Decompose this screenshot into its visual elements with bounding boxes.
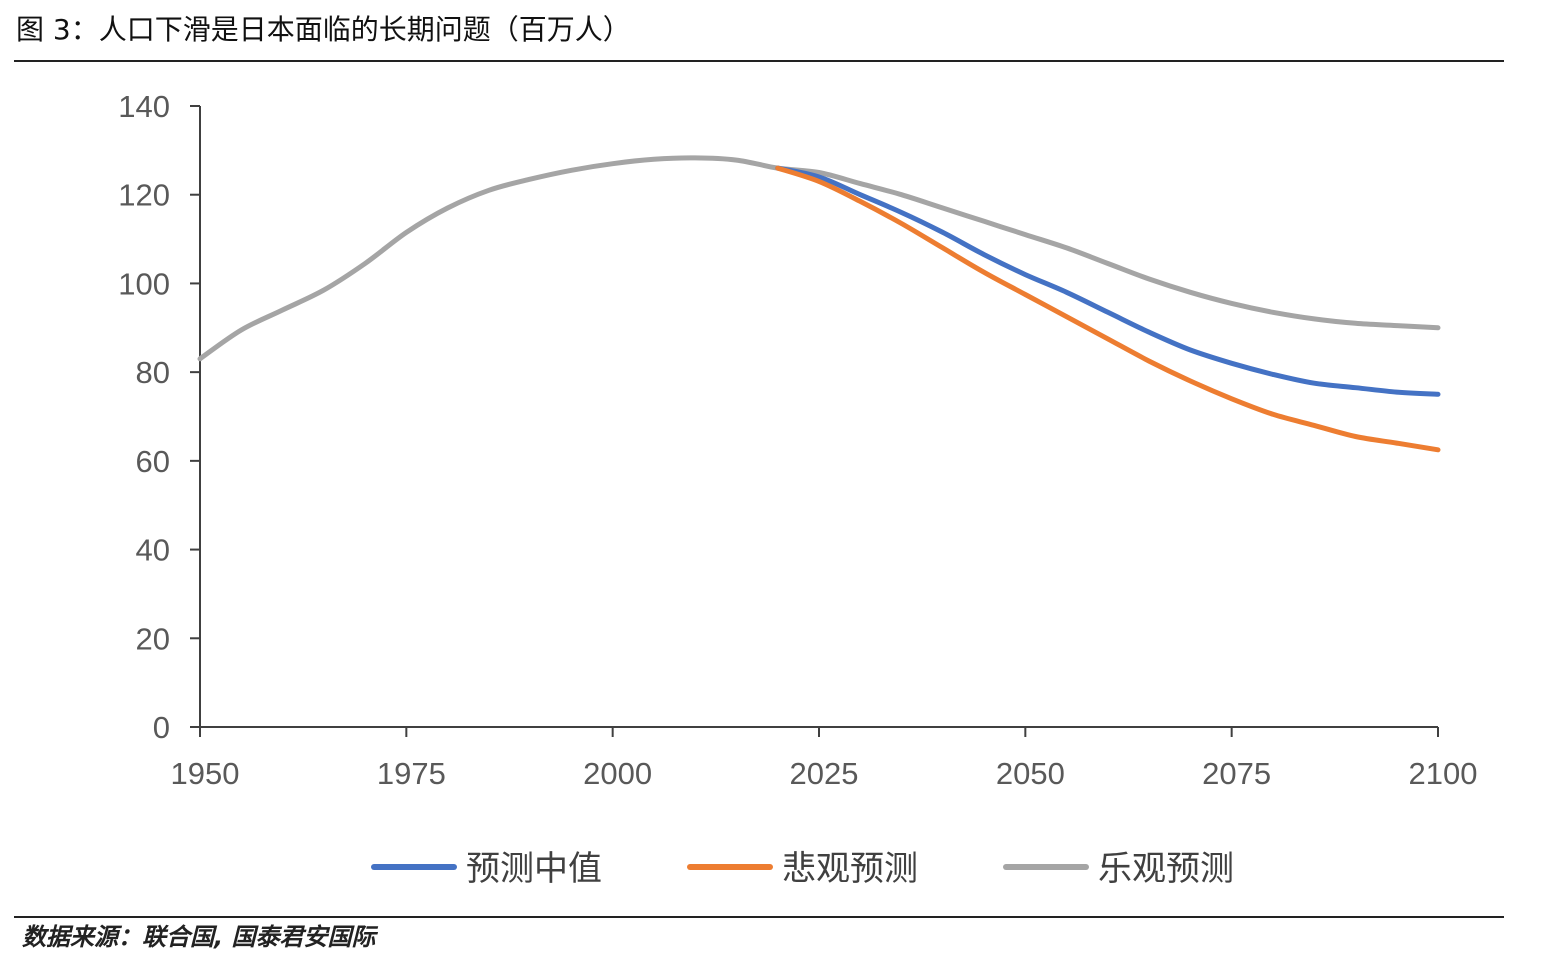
series-line-pessimistic	[775, 165, 1441, 453]
legend-label: 悲观预测	[782, 849, 918, 889]
legend-item-optimistic: 乐观预测	[1003, 849, 1234, 889]
series-lines	[197, 155, 1441, 453]
y-tick-label: 100	[118, 266, 170, 301]
y-tick-label: 20	[136, 621, 170, 656]
legend-label: 预测中值	[466, 849, 602, 889]
x-tick-label: 2100	[1409, 756, 1478, 791]
series-line-optimistic	[197, 155, 1441, 362]
bottom-rule	[14, 916, 1504, 918]
y-tick-label: 40	[136, 533, 170, 568]
x-tick-label: 1975	[377, 756, 446, 791]
figure-title: 图 3：人口下滑是日本面临的长期问题（百万人）	[16, 13, 631, 46]
x-tick-label: 2000	[583, 756, 652, 791]
legend-label: 乐观预测	[1098, 849, 1234, 889]
y-tick-label: 140	[118, 89, 170, 124]
x-tick-label: 1950	[171, 756, 240, 791]
legend-item-pessimistic: 悲观预测	[687, 849, 918, 889]
series-line-median	[775, 165, 1441, 397]
y-tick-label: 60	[136, 444, 170, 479]
source-note: 数据来源：联合国, 国泰君安国际	[22, 923, 376, 951]
y-tick-label: 0	[153, 710, 170, 745]
x-tick-label: 2075	[1202, 756, 1271, 791]
legend-item-median: 预测中值	[371, 849, 602, 889]
y-tick-label: 80	[136, 355, 170, 390]
y-tick-label: 120	[118, 178, 170, 213]
axes: 0 20 40 60 80 100 120 140 1950 1975 2000 2025 2050 20…	[118, 89, 1477, 791]
x-tick-label: 2025	[790, 756, 859, 791]
top-rule	[14, 60, 1504, 62]
x-tick-label: 2050	[996, 756, 1065, 791]
legend: 预测中值 悲观预测 乐观预测	[371, 849, 1234, 889]
